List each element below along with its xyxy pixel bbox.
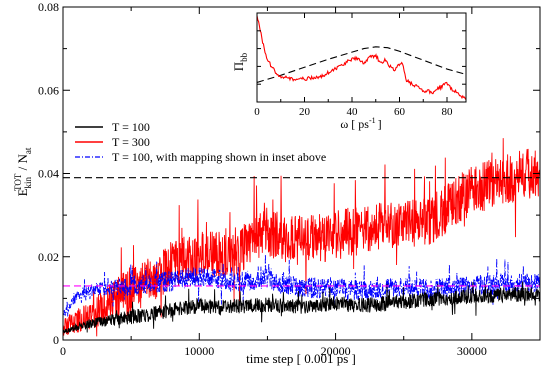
y-axis-label-subscript: kin	[23, 176, 33, 188]
y-tick-label: 0.04	[38, 167, 59, 181]
inset-x-axis-ticks: 0 20 40 60 80	[254, 13, 466, 118]
legend-label-mapping: T = 100, with mapping shown in inset abo…	[112, 150, 326, 164]
legend-label-t300: T = 300	[112, 135, 150, 149]
inset-x-tick-label: 20	[299, 106, 311, 118]
y-tick-label: 0.06	[38, 83, 59, 97]
legend: T = 100 T = 300 T = 100, with mapping sh…	[75, 120, 326, 164]
y-tick-label: 0.08	[38, 0, 59, 14]
series-line-2	[63, 254, 540, 317]
inset-x-tick-label: 40	[347, 106, 359, 118]
y-axis-label-superscript: TOT	[13, 173, 23, 191]
inset-x-tick-label: 0	[254, 106, 260, 118]
series-line-1	[63, 138, 540, 337]
inset-y-axis-label: Πbb	[231, 52, 249, 71]
x-tick-label: 0	[60, 344, 66, 358]
inset-y-axis-label-subscript: bb	[239, 52, 249, 62]
y-tick-label: 0.02	[38, 250, 59, 264]
main-series-group	[63, 138, 540, 337]
inset-x-tick-label: 60	[394, 106, 406, 118]
main-plot-area: 0 10000 20000 30000 0 0.02 0.04 0.06 0.08	[38, 0, 541, 358]
y-axis-label-divider-subscript: at	[23, 147, 33, 154]
x-axis-ticks: 0 10000 20000 30000	[60, 7, 487, 358]
inset-plot: 0 20 40 60 80 Πbb ω [ ps-1]	[231, 12, 467, 131]
y-axis-label-divider: / N	[15, 153, 30, 173]
x-tick-label: 20000	[321, 344, 351, 358]
inset-x-axis-label-end: ]	[378, 117, 382, 131]
x-tick-label: 10000	[184, 344, 214, 358]
inset-background	[257, 13, 466, 102]
inset-series-line-0	[257, 46, 466, 83]
inset-series-group	[257, 15, 466, 101]
y-axis-label: EkinTOT / Nat	[13, 147, 33, 196]
inset-x-axis-label-main: ω [ ps	[340, 117, 369, 131]
inset-series-line-1	[257, 15, 466, 101]
legend-label-t100: T = 100	[112, 120, 150, 134]
inset-x-tick-label: 80	[442, 106, 454, 118]
y-axis-label-main: E	[15, 188, 30, 196]
inset-x-axis-label: ω [ ps-1]	[340, 116, 381, 131]
inset-x-axis-label-superscript: -1	[369, 116, 376, 125]
x-axis-label: time step [ 0.001 ps ]	[246, 351, 356, 366]
y-tick-label: 0	[53, 333, 59, 347]
inset-frame	[256, 12, 467, 103]
inset-y-axis-label-main: Π	[231, 62, 246, 71]
reference-lines-group	[63, 177, 540, 287]
y-axis-ticks: 0 0.02 0.04 0.06 0.08	[38, 0, 540, 347]
series-line-0	[63, 281, 540, 334]
x-tick-label: 30000	[457, 344, 487, 358]
